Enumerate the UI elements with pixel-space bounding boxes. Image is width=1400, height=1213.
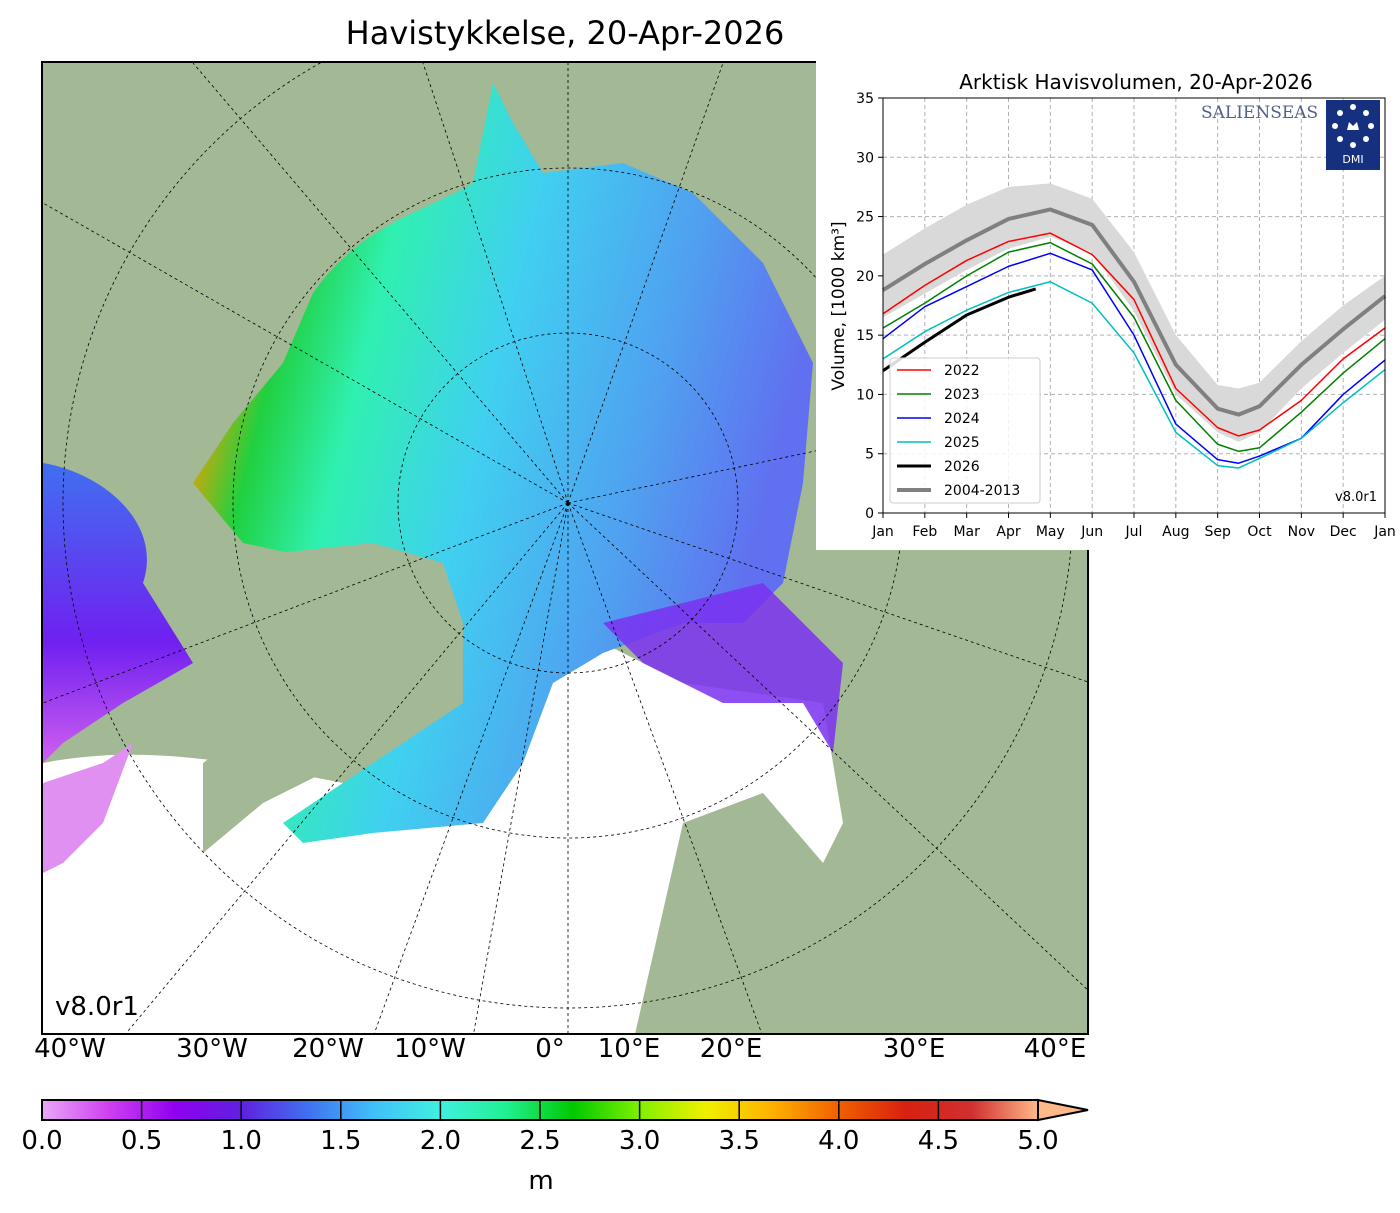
colorbar-tick-label: 1.5 (320, 1126, 362, 1156)
colorbar-tick-label: 1.0 (220, 1126, 262, 1156)
y-tick-label: 25 (856, 210, 874, 226)
lon-label: 40°W (34, 1034, 106, 1064)
x-tick-label: Nov (1288, 524, 1315, 540)
legend-label: 2004-2013 (944, 483, 1020, 499)
series-line-2025 (882, 281, 1386, 469)
volume-chart: Arktisk Havisvolumen, 20-Apr-2026 Volume… (829, 70, 1396, 540)
series-line-2022 (882, 232, 1386, 437)
lon-label: 10°W (394, 1034, 466, 1064)
y-axis-label: Volume, [1000 km³] (829, 221, 849, 390)
x-tick-label: Mar (953, 524, 980, 540)
colorbar-tick-label: 3.5 (718, 1126, 760, 1156)
colorbar-tick-label: 4.0 (818, 1126, 860, 1156)
barents-sea-ice (603, 583, 843, 753)
volume-chart-inset: Arktisk Havisvolumen, 20-Apr-2026 Volume… (816, 60, 1400, 550)
lon-label: 20°E (699, 1034, 763, 1064)
lon-label: 20°W (292, 1034, 364, 1064)
sea-ice (193, 83, 813, 843)
chart-version: v8.0r1 (1335, 490, 1377, 505)
y-tick-label: 20 (856, 269, 874, 285)
series-line-2026 (882, 287, 1037, 372)
legend-label: 2023 (944, 387, 980, 403)
legend-label: 2025 (944, 435, 980, 451)
x-tick-label: Dec (1330, 524, 1357, 540)
colorbar-extend-arrow (1037, 1098, 1089, 1122)
colorbar-tick-label: 2.5 (519, 1126, 561, 1156)
x-tick-label: Oct (1247, 524, 1272, 540)
lon-label: 40°E (1023, 1034, 1087, 1064)
x-tick-label: Jan (871, 524, 894, 540)
chart-title: Arktisk Havisvolumen, 20-Apr-2026 (959, 70, 1313, 94)
legend-label: 2024 (944, 411, 980, 427)
lon-label: 30°E (882, 1034, 946, 1064)
lon-label: 0° (535, 1034, 565, 1064)
x-tick-label: Feb (912, 524, 937, 540)
x-tick-label: Jun (1080, 524, 1103, 540)
y-tick-label: 0 (865, 506, 874, 522)
y-tick-label: 5 (865, 447, 874, 463)
legend-label: 2026 (944, 459, 980, 475)
dmi-logo-text: DMI (1342, 153, 1363, 166)
map-title: Havistykkelse, 20-Apr-2026 (345, 14, 785, 52)
greenland (183, 543, 463, 853)
colorbar-unit: m (528, 1166, 554, 1196)
series-line-2004-2013 (881, 207, 1387, 417)
salienseas-logo-text: SALIENSEAS (1201, 103, 1318, 123)
baffin-bay-ice (43, 463, 193, 763)
colorbar-tick-label: 2.0 (419, 1126, 462, 1156)
legend-label: 2022 (944, 363, 980, 379)
x-tick-label: Apr (996, 524, 1020, 540)
plot-frame (882, 97, 1386, 514)
y-tick-label: 15 (856, 328, 874, 344)
map-svg (43, 63, 1087, 1033)
x-tick-label: Aug (1162, 524, 1189, 540)
open-ocean (43, 643, 843, 1033)
colorbar-tick-label: 0.5 (120, 1126, 163, 1156)
legend: 2022 2023 2024 2025 2026 2004-2013 (889, 357, 1041, 504)
salienseas-logo: SALIENSEAS (1201, 103, 1318, 123)
x-tick-label: May (1036, 524, 1065, 540)
y-tick-label: 35 (856, 91, 874, 107)
y-tick-label: 10 (856, 387, 874, 403)
colorbar-tick-label: 4.5 (917, 1126, 960, 1156)
colorbar-tick-label: 0.0 (21, 1126, 63, 1156)
x-tick-label: Jul (1125, 524, 1143, 540)
lon-label: 30°W (176, 1034, 248, 1064)
colorbar (41, 1098, 1089, 1122)
y-tick-label: 30 (856, 150, 874, 166)
climatology-band (883, 183, 1385, 442)
x-tick-label: Jan (1373, 524, 1396, 540)
series-line-2023 (882, 241, 1386, 453)
sea-ice-thickness-map (41, 61, 1089, 1035)
lon-label: 10°E (597, 1034, 661, 1064)
map-version: v8.0r1 (55, 992, 139, 1022)
x-tick-label: Sep (1204, 524, 1231, 540)
colorbar-tick-label: 3.0 (618, 1126, 661, 1156)
dmi-logo: DMI (1326, 100, 1380, 170)
colorbar-tick-label: 5.0 (1017, 1126, 1059, 1156)
labrador-sea-ice (43, 743, 133, 873)
